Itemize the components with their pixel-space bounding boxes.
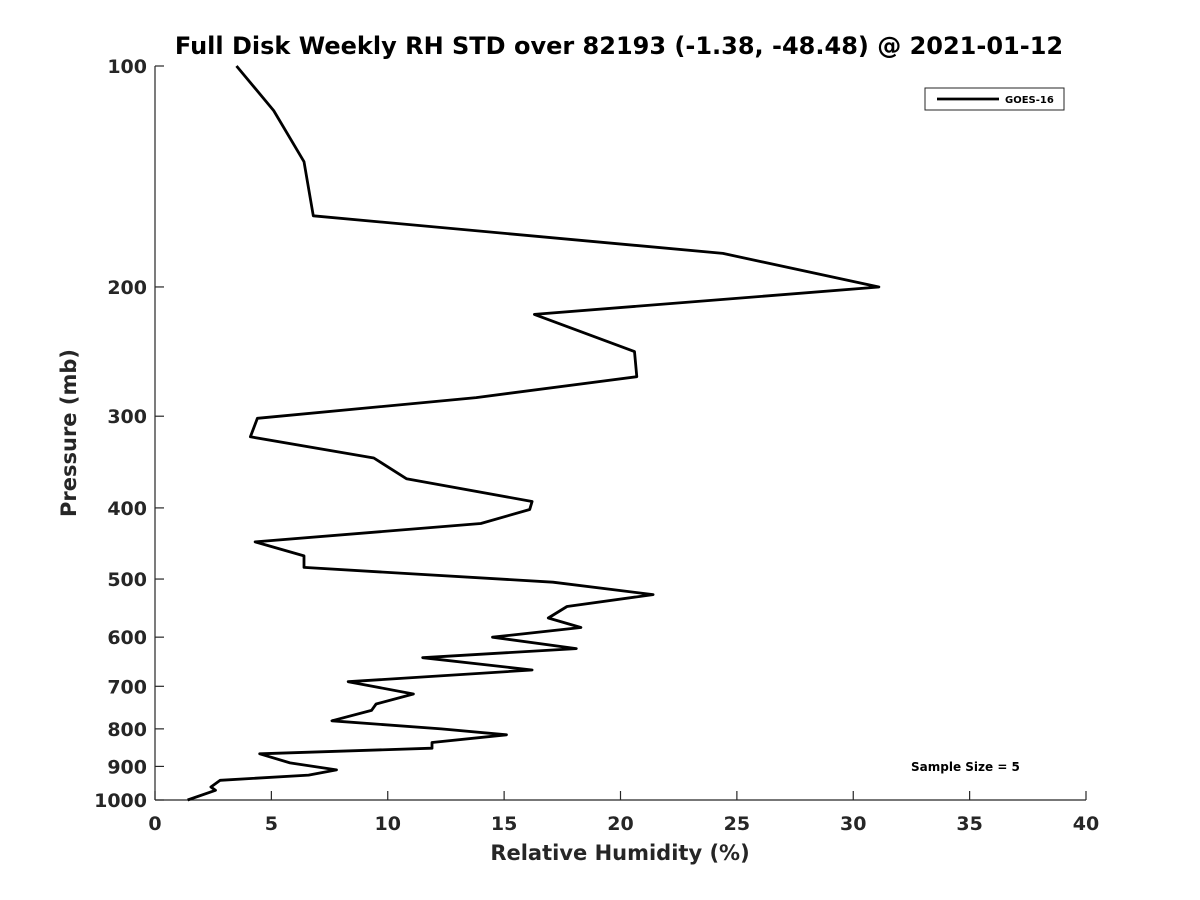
x-tick-label: 40: [1073, 813, 1099, 835]
y-tick-label: 800: [107, 719, 147, 741]
legend: GOES-16: [924, 87, 1065, 111]
y-tick-label: 1000: [94, 790, 147, 812]
legend-label-goes-16: GOES-16: [1005, 95, 1054, 106]
x-tick-label: 25: [724, 813, 750, 835]
y-axis-label: Pressure (mb): [57, 349, 81, 517]
y-ticks: 100 200 300 400 500 600 700 800 900 1000: [94, 56, 164, 812]
sample-size-annotation: Sample Size = 5: [911, 760, 1020, 774]
x-tick-label: 15: [491, 813, 517, 835]
x-tick-label: 10: [375, 813, 401, 835]
x-tick-label: 30: [840, 813, 866, 835]
x-ticks: 0 5 10 15 20 25 30 35 40: [148, 791, 1099, 835]
y-tick-label: 200: [107, 277, 147, 299]
x-axis-label: Relative Humidity (%): [490, 841, 749, 865]
y-tick-label: 700: [107, 676, 147, 698]
y-tick-label: 600: [107, 627, 147, 649]
x-tick-label: 0: [148, 813, 161, 835]
y-tick-label: 300: [107, 406, 147, 428]
x-tick-label: 5: [265, 813, 278, 835]
x-tick-label: 35: [956, 813, 982, 835]
y-tick-label: 100: [107, 56, 147, 78]
y-tick-label: 400: [107, 498, 147, 520]
y-tick-label: 500: [107, 569, 147, 591]
x-tick-label: 20: [607, 813, 633, 835]
chart-title: Full Disk Weekly RH STD over 82193 (-1.3…: [175, 32, 1063, 60]
series-line-goes-16: [187, 65, 881, 802]
y-tick-label: 900: [107, 756, 147, 778]
